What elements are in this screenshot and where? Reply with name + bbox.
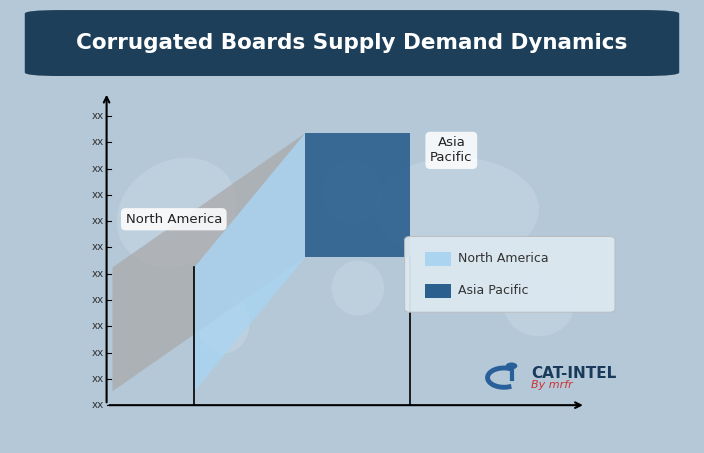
Text: CAT-INTEL: CAT-INTEL [531, 366, 616, 381]
Text: xx: xx [92, 190, 103, 200]
Text: Asia Pacific: Asia Pacific [458, 284, 529, 297]
Text: xx: xx [92, 400, 103, 410]
Text: xx: xx [92, 242, 103, 252]
Text: xx: xx [92, 164, 103, 173]
Ellipse shape [504, 275, 574, 336]
Text: Corrugated Boards Supply Demand Dynamics: Corrugated Boards Supply Demand Dynamics [76, 33, 628, 53]
Text: By mrfr: By mrfr [531, 380, 572, 390]
Polygon shape [306, 133, 410, 257]
Text: North America: North America [458, 252, 549, 265]
Text: Asia
Pacific: Asia Pacific [430, 136, 472, 164]
Text: North America: North America [125, 213, 222, 226]
Polygon shape [113, 133, 306, 391]
Ellipse shape [375, 157, 539, 260]
Text: xx: xx [92, 216, 103, 226]
Bar [425, 252, 451, 266]
FancyBboxPatch shape [405, 236, 615, 312]
Text: xx: xx [92, 374, 103, 384]
FancyBboxPatch shape [25, 10, 679, 76]
Circle shape [505, 362, 517, 369]
Ellipse shape [322, 161, 382, 223]
Ellipse shape [197, 292, 250, 353]
Text: xx: xx [92, 321, 103, 331]
Text: xx: xx [92, 137, 103, 147]
Text: xx: xx [92, 347, 103, 357]
Text: xx: xx [92, 295, 103, 305]
Ellipse shape [332, 260, 384, 316]
Ellipse shape [117, 158, 237, 267]
Polygon shape [194, 133, 306, 391]
Bar [425, 284, 451, 298]
Text: xx: xx [92, 269, 103, 279]
Text: xx: xx [92, 111, 103, 121]
